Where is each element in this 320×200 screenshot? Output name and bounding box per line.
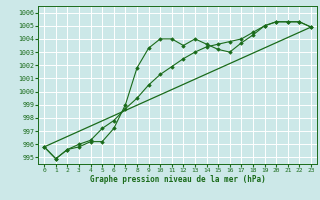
- X-axis label: Graphe pression niveau de la mer (hPa): Graphe pression niveau de la mer (hPa): [90, 175, 266, 184]
